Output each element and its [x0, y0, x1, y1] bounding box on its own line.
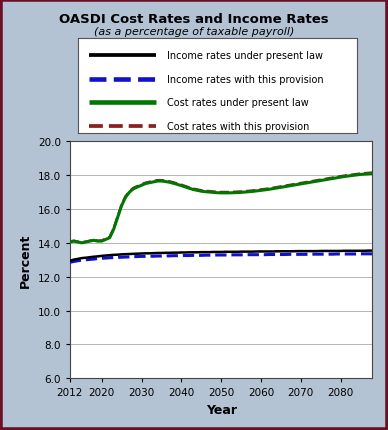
X-axis label: Year: Year: [206, 403, 237, 416]
Text: Cost rates under present law: Cost rates under present law: [167, 98, 309, 108]
Text: Income rates under present law: Income rates under present law: [167, 51, 323, 61]
Text: Income rates with this provision: Income rates with this provision: [167, 74, 324, 84]
Y-axis label: Percent: Percent: [19, 233, 32, 287]
Text: Cost rates with this provision: Cost rates with this provision: [167, 122, 309, 132]
Text: OASDI Cost Rates and Income Rates: OASDI Cost Rates and Income Rates: [59, 13, 329, 26]
Text: (as a percentage of taxable payroll): (as a percentage of taxable payroll): [94, 27, 294, 37]
